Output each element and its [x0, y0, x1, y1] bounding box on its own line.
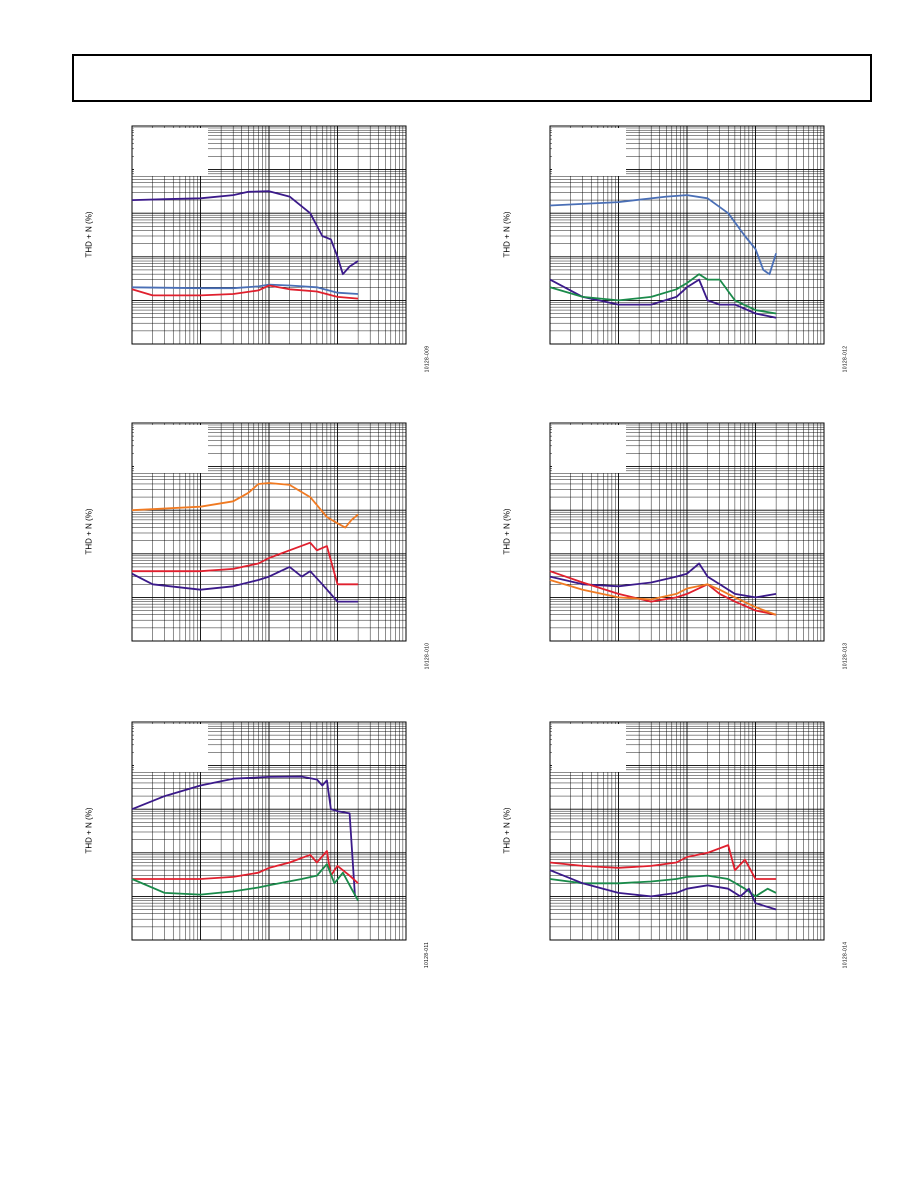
chart-svg: [131, 422, 407, 642]
series-line-red: [549, 844, 777, 880]
series-line-orange: [549, 579, 777, 616]
series-line-green: [549, 273, 777, 315]
series-line-purple: [131, 775, 356, 897]
series-line-red: [131, 284, 359, 300]
series-line-purple: [549, 562, 777, 599]
series-line-green: [549, 874, 777, 898]
series-line-orange: [131, 482, 359, 529]
thd-chart-6: THD + N (%) 10128-014: [498, 714, 858, 984]
series-line-purple: [131, 566, 359, 603]
series-line-purple: [131, 190, 359, 276]
plot-frame: [549, 721, 825, 941]
grid: [549, 423, 824, 642]
plot-frame: [131, 125, 407, 345]
plot-frame: [549, 125, 825, 345]
page-header-box: [72, 54, 872, 102]
conditions-box: [134, 128, 208, 176]
series-line-red: [132, 850, 359, 884]
conditions-box: [552, 425, 626, 473]
series-line-red: [132, 541, 359, 586]
chart-svg: [549, 721, 825, 941]
grid: [549, 722, 824, 941]
conditions-box: [134, 425, 208, 473]
thd-chart-3: THD + N (%) 10128-010: [80, 415, 440, 685]
series-line-purple: [549, 869, 777, 911]
chart-svg: [549, 125, 825, 345]
thd-chart-4: THD + N (%) 10128-013: [498, 415, 858, 685]
series-line-red: [549, 570, 777, 616]
series-line-purple: [549, 278, 777, 319]
conditions-box: [134, 724, 208, 772]
thd-chart-2: THD + N (%) 10128-012: [498, 118, 858, 388]
series-line-green: [131, 863, 359, 902]
thd-chart-1: THD + N (%) 10128-009: [80, 118, 440, 388]
chart-svg: [549, 422, 825, 642]
thd-chart-5: THD + N (%) 10128-011: [80, 714, 440, 984]
grid: [131, 722, 406, 941]
plot-frame: [131, 422, 407, 642]
plot-frame: [131, 721, 407, 941]
conditions-box: [552, 724, 626, 772]
conditions-box: [552, 128, 626, 176]
chart-svg: [131, 125, 407, 345]
series-line-blue: [549, 194, 777, 276]
chart-svg: [131, 721, 407, 941]
grid: [549, 126, 824, 345]
plot-frame: [549, 422, 825, 642]
